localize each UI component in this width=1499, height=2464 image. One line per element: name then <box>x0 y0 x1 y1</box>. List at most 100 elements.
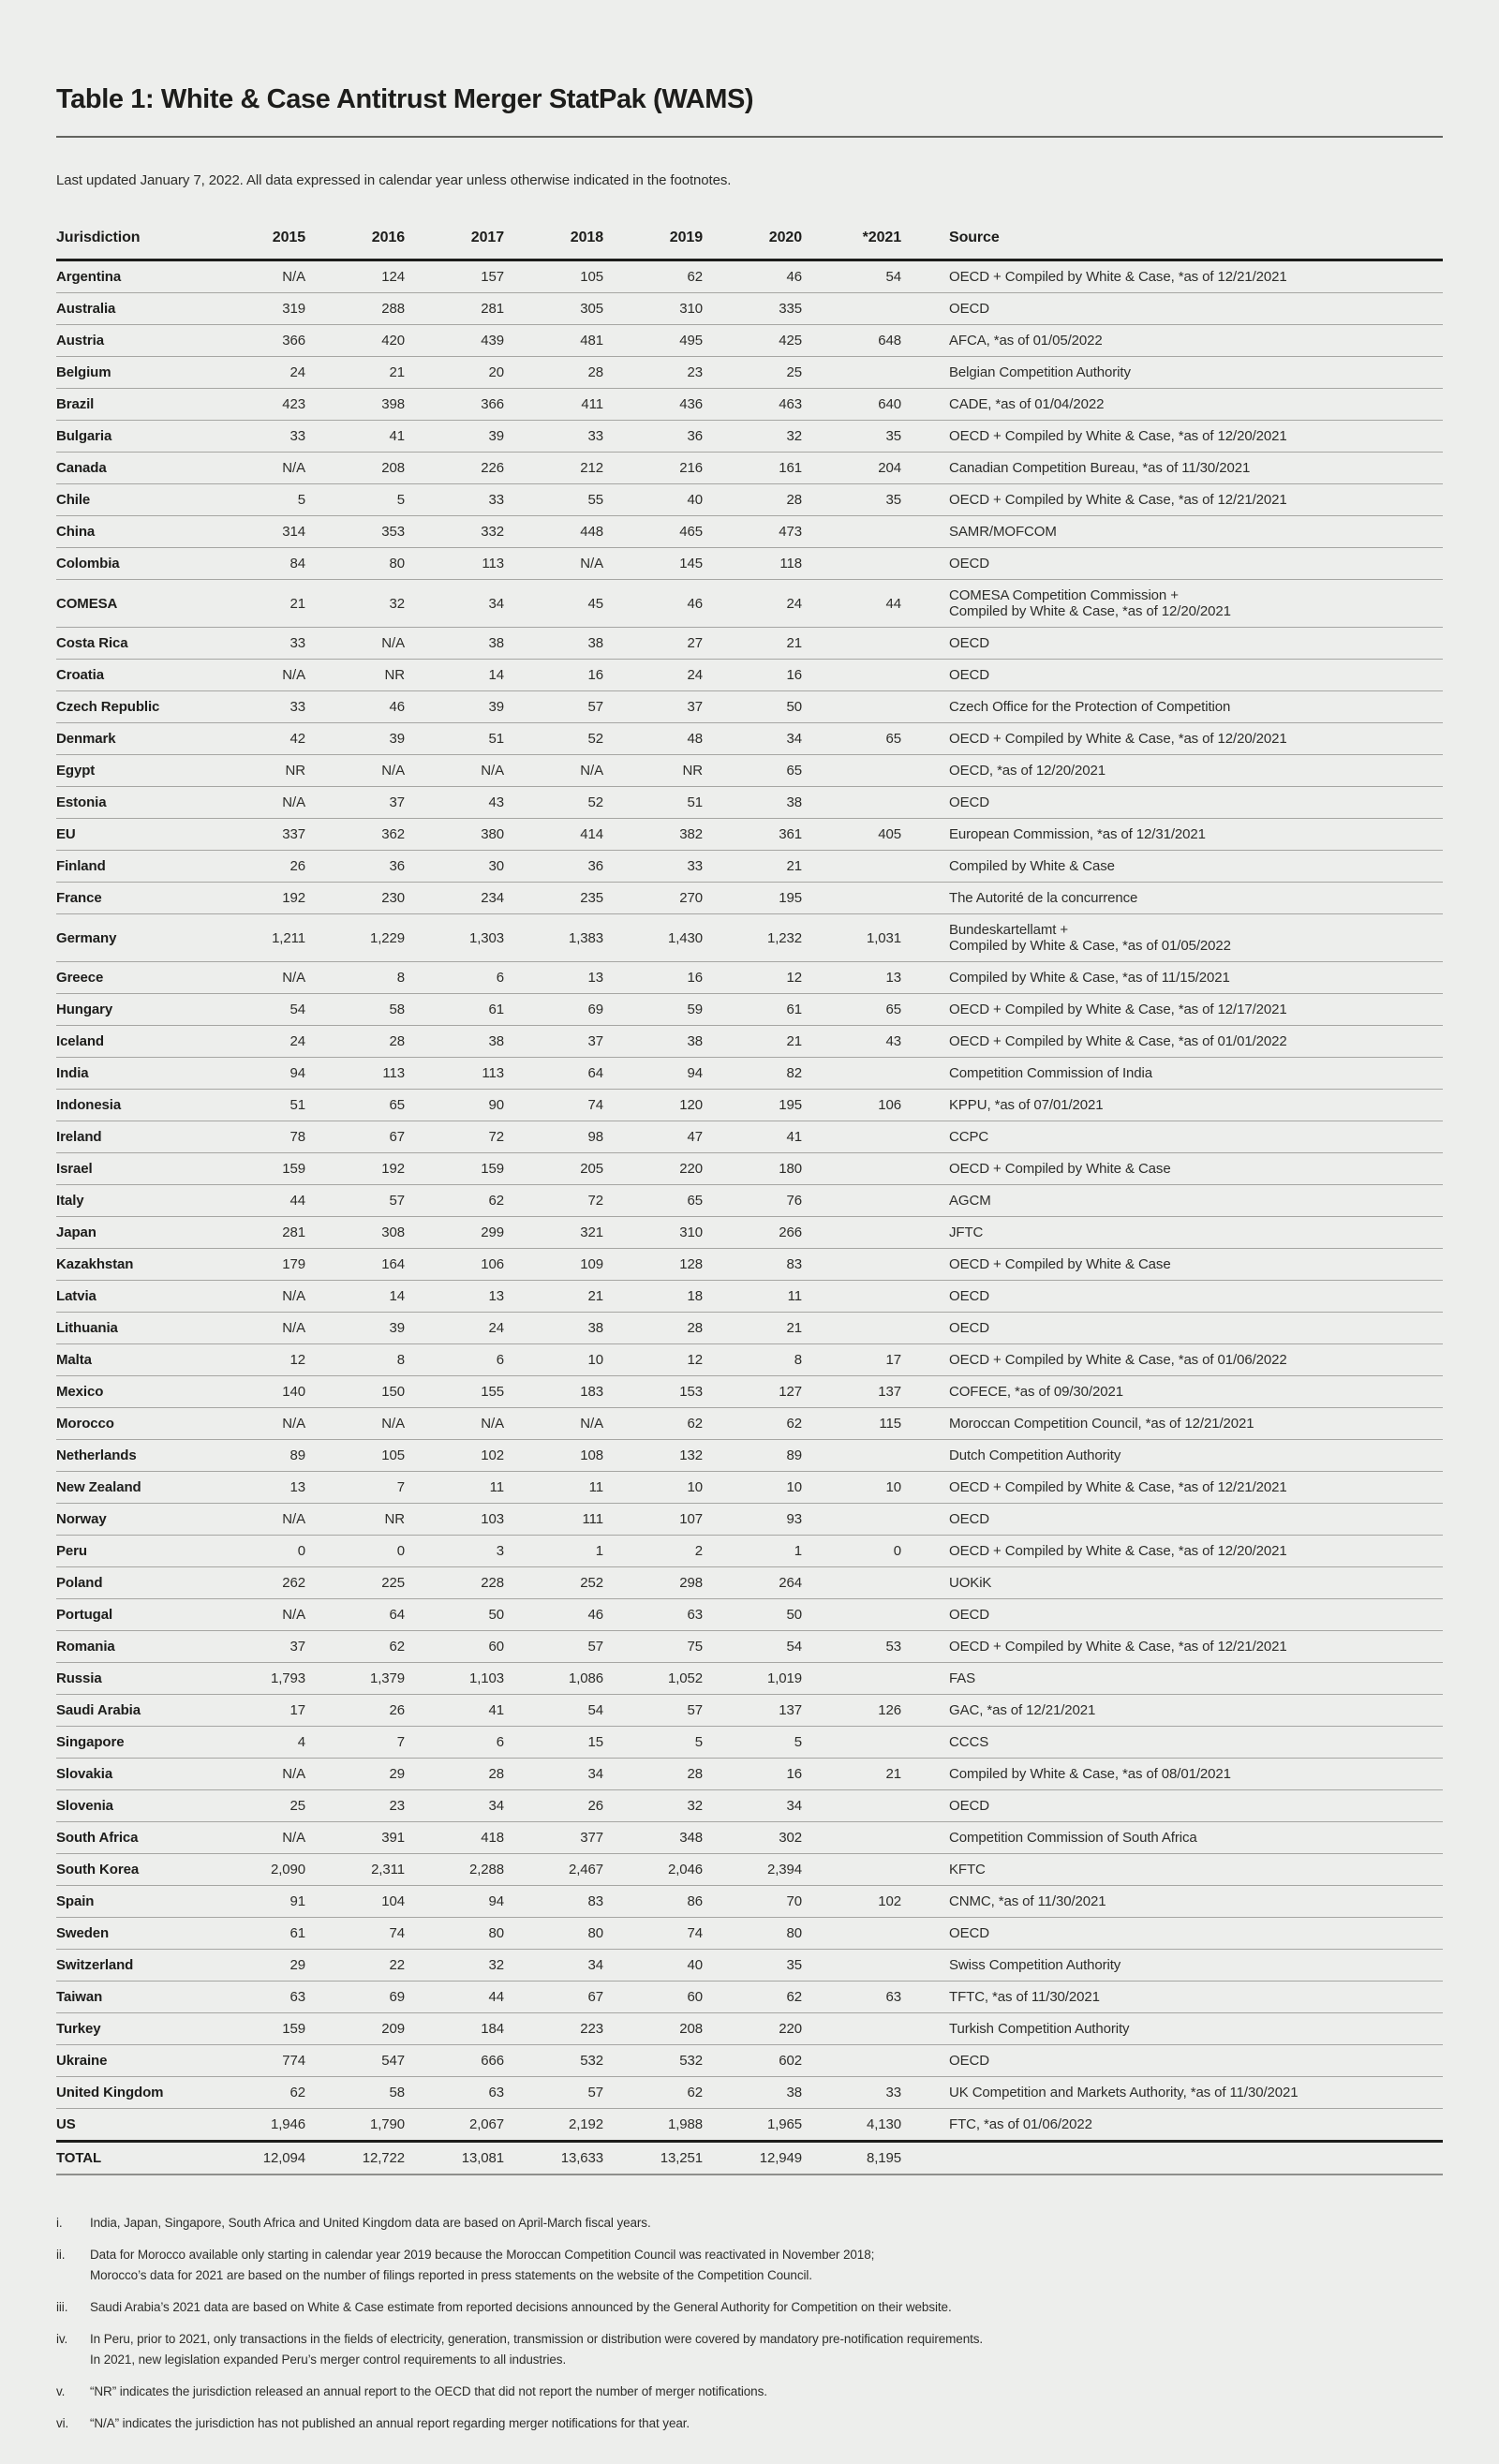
source-cell: FTC, *as of 01/06/2022 <box>901 2108 1443 2143</box>
jurisdiction-cell: COMESA <box>56 579 206 628</box>
value-cell-2016: 398 <box>305 388 405 421</box>
value-cell-2020: 21 <box>703 627 802 660</box>
value-cell-2015: 89 <box>206 1439 305 1472</box>
value-cell-2015: 0 <box>206 1535 305 1567</box>
value-cell-2019: 1,988 <box>603 2108 703 2143</box>
value-cell-2020: 50 <box>703 690 802 723</box>
value-cell-2020: 1,965 <box>703 2108 802 2143</box>
source-cell: OECD <box>901 627 1443 660</box>
value-cell-2017: 38 <box>405 627 504 660</box>
value-cell-2016: 150 <box>305 1375 405 1408</box>
value-cell-2015: N/A <box>206 452 305 484</box>
value-cell-2015: 37 <box>206 1630 305 1663</box>
value-cell-2015: N/A <box>206 659 305 691</box>
value-cell-2018: N/A <box>504 754 603 787</box>
value-cell-2015: 192 <box>206 882 305 914</box>
table-row: South Korea 2,090 2,311 2,288 2,467 2,04… <box>56 1853 1443 1886</box>
source-cell: COFECE, *as of 09/30/2021 <box>901 1375 1443 1408</box>
table-row: Spain 91 104 94 83 86 70 102 CNMC, *as o… <box>56 1885 1443 1918</box>
value-cell-2016: 547 <box>305 2044 405 2077</box>
value-cell-2016: 67 <box>305 1121 405 1153</box>
value-cell-2016: 12,722 <box>305 2141 405 2175</box>
value-cell-2016: 14 <box>305 1280 405 1313</box>
column-header-2018: 2018 <box>504 226 603 261</box>
footnote-marker: iii. <box>56 2300 68 2314</box>
value-cell-2019: 310 <box>603 292 703 325</box>
footnote-text: Saudi Arabia’s 2021 data are based on Wh… <box>90 2300 952 2314</box>
value-cell-2019: 2 <box>603 1535 703 1567</box>
value-cell-2021 <box>802 1312 901 1344</box>
value-cell-2020: 61 <box>703 993 802 1026</box>
value-cell-2019: 32 <box>603 1789 703 1822</box>
value-cell-2018: 57 <box>504 690 603 723</box>
value-cell-2017: N/A <box>405 754 504 787</box>
value-cell-2016: 74 <box>305 1917 405 1950</box>
value-cell-2021: 33 <box>802 2076 901 2109</box>
value-cell-2021: 126 <box>802 1694 901 1727</box>
source-cell: CCCS <box>901 1726 1443 1759</box>
value-cell-2019: 46 <box>603 579 703 628</box>
value-cell-2018: 57 <box>504 2076 603 2109</box>
table-row: France 192 230 234 235 270 195 The Autor… <box>56 882 1443 914</box>
jurisdiction-cell: Germany <box>56 913 206 962</box>
value-cell-2021: 35 <box>802 483 901 516</box>
jurisdiction-cell: Netherlands <box>56 1439 206 1472</box>
footnote-item: ii. Data for Morocco available only star… <box>56 2245 1443 2286</box>
table-row: Ukraine 774 547 666 532 532 602 OECD <box>56 2044 1443 2077</box>
source-cell: Compiled by White & Case <box>901 850 1443 883</box>
value-cell-2021 <box>802 1726 901 1759</box>
value-cell-2020: 127 <box>703 1375 802 1408</box>
source-cell: OECD <box>901 659 1443 691</box>
value-cell-2021 <box>802 356 901 389</box>
value-cell-2015: N/A <box>206 260 305 293</box>
value-cell-2017: 41 <box>405 1694 504 1727</box>
value-cell-2021: 65 <box>802 722 901 755</box>
table-row: New Zealand 13 7 11 11 10 10 10 OECD + C… <box>56 1471 1443 1504</box>
table-row: Poland 262 225 228 252 298 264 UOKiK <box>56 1566 1443 1599</box>
value-cell-2017: 380 <box>405 818 504 851</box>
table-total-row: TOTAL 12,094 12,722 13,081 13,633 13,251… <box>56 2141 1443 2175</box>
value-cell-2016: 58 <box>305 2076 405 2109</box>
value-cell-2016: 391 <box>305 1821 405 1854</box>
value-cell-2015: 51 <box>206 1089 305 1121</box>
value-cell-2015: 1,211 <box>206 913 305 962</box>
table-row: Latvia N/A 14 13 21 18 11 OECD <box>56 1280 1443 1313</box>
value-cell-2016: 8 <box>305 961 405 994</box>
value-cell-2020: 34 <box>703 1789 802 1822</box>
value-cell-2018: 108 <box>504 1439 603 1472</box>
value-cell-2019: 270 <box>603 882 703 914</box>
jurisdiction-cell: Slovakia <box>56 1758 206 1790</box>
value-cell-2021 <box>802 1821 901 1854</box>
value-cell-2020: 12,949 <box>703 2141 802 2175</box>
table-row: Brazil 423 398 366 411 436 463 640 CADE,… <box>56 388 1443 421</box>
source-cell: Compiled by White & Case, *as of 08/01/2… <box>901 1758 1443 1790</box>
value-cell-2020: 266 <box>703 1216 802 1249</box>
value-cell-2017: 80 <box>405 1917 504 1950</box>
value-cell-2021 <box>802 1121 901 1153</box>
value-cell-2020: 21 <box>703 1312 802 1344</box>
value-cell-2018: 15 <box>504 1726 603 1759</box>
source-cell: OECD + Compiled by White & Case, *as of … <box>901 1630 1443 1663</box>
value-cell-2019: 120 <box>603 1089 703 1121</box>
value-cell-2017: 20 <box>405 356 504 389</box>
table-row: Iceland 24 28 38 37 38 21 43 OECD + Comp… <box>56 1025 1443 1058</box>
value-cell-2019: 16 <box>603 961 703 994</box>
value-cell-2015: N/A <box>206 1758 305 1790</box>
table-row: Colombia 84 80 113 N/A 145 118 OECD <box>56 547 1443 580</box>
value-cell-2021: 53 <box>802 1630 901 1663</box>
value-cell-2016: 353 <box>305 515 405 548</box>
value-cell-2018: 481 <box>504 324 603 357</box>
value-cell-2018: 38 <box>504 1312 603 1344</box>
value-cell-2019: 40 <box>603 1949 703 1982</box>
source-cell: KFTC <box>901 1853 1443 1886</box>
table-row: Austria 366 420 439 481 495 425 648 AFCA… <box>56 324 1443 357</box>
column-header-jurisdiction: Jurisdiction <box>56 226 206 261</box>
source-cell: OECD <box>901 786 1443 819</box>
source-cell: OECD + Compiled by White & Case <box>901 1152 1443 1185</box>
footnote-text: “NR” indicates the jurisdiction released… <box>90 2384 767 2398</box>
jurisdiction-cell: Lithuania <box>56 1312 206 1344</box>
value-cell-2015: N/A <box>206 1821 305 1854</box>
value-cell-2019: 153 <box>603 1375 703 1408</box>
value-cell-2021 <box>802 1216 901 1249</box>
value-cell-2017: 103 <box>405 1503 504 1536</box>
